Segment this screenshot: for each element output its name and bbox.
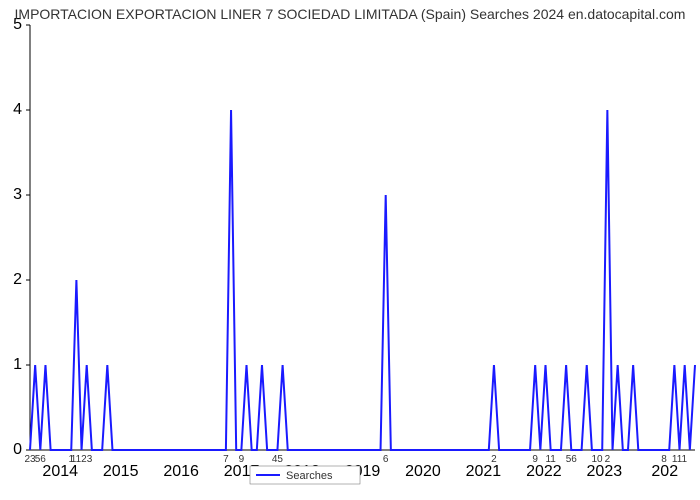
legend-label: Searches	[286, 470, 333, 482]
searches-chart: IMPORTACION EXPORTACION LINER 7 SOCIEDAD…	[0, 0, 700, 500]
y-tick-label: 2	[13, 271, 22, 288]
y-tick-label: 3	[13, 186, 22, 203]
x-year-label: 2020	[405, 463, 441, 480]
x-year-label: 2016	[163, 463, 199, 480]
chart-title: IMPORTACION EXPORTACION LINER 7 SOCIEDAD…	[0, 6, 700, 22]
x-year-label: 202	[651, 463, 678, 480]
x-value-label: 56	[566, 454, 578, 465]
x-year-label: 2022	[526, 463, 562, 480]
x-value-label: 6	[383, 454, 389, 465]
y-tick-label: 1	[13, 356, 22, 373]
x-year-label: 2014	[42, 463, 78, 480]
x-year-label: 2015	[103, 463, 139, 480]
x-year-label: 2023	[587, 463, 623, 480]
y-tick-label: 0	[13, 441, 22, 458]
x-year-label: 2021	[466, 463, 502, 480]
x-value-label: 45	[272, 454, 284, 465]
y-tick-label: 4	[13, 101, 22, 118]
chart-svg: 0123452356111237945629115610281112014201…	[0, 0, 700, 500]
